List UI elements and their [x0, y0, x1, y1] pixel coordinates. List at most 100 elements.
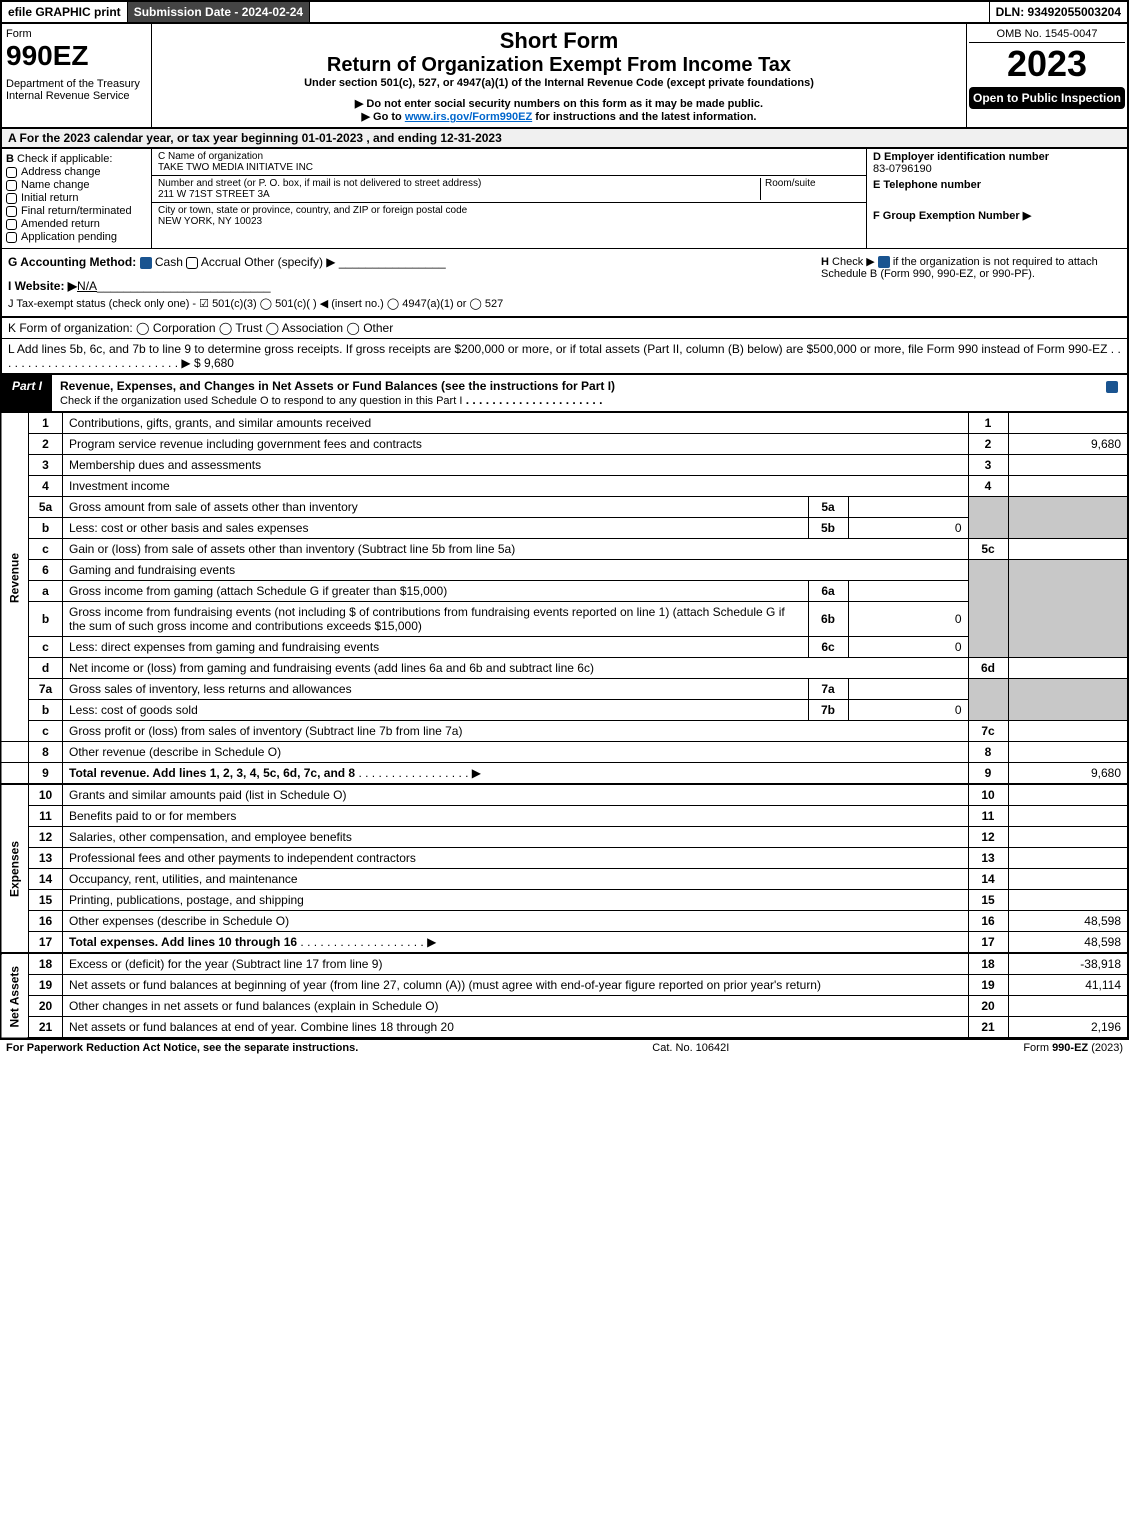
b-label: B [6, 153, 14, 165]
revenue-table: Revenue 1Contributions, gifts, grants, a… [0, 412, 1129, 784]
line-11-val [1008, 806, 1128, 827]
part-1-label: Part I [2, 375, 52, 411]
accrual-label: Accrual [201, 255, 241, 269]
line-5a-sv [848, 497, 968, 518]
line-9-rn: 9 [968, 763, 1008, 784]
line-8-num: 8 [29, 742, 63, 763]
other-specify-label: Other (specify) ▶ [244, 255, 335, 269]
line-14-val [1008, 869, 1128, 890]
ssn-warning: Do not enter social security numbers on … [366, 98, 763, 110]
line-10-rn: 10 [968, 785, 1008, 806]
line-13-val [1008, 848, 1128, 869]
line-7a-text: Gross sales of inventory, less returns a… [63, 679, 809, 700]
line-16-text: Other expenses (describe in Schedule O) [63, 911, 969, 932]
goto-pre: Go to [373, 111, 405, 123]
checkbox-final-return[interactable] [6, 206, 17, 217]
line-21-rn: 21 [968, 1017, 1008, 1039]
row-j: J Tax-exempt status (check only one) - ☑… [8, 297, 821, 310]
city-label: City or town, state or province, country… [158, 205, 860, 216]
line-17-rn: 17 [968, 932, 1008, 953]
submission-date: Submission Date - 2024-02-24 [128, 2, 310, 22]
org-name: TAKE TWO MEDIA INITIATVE INC [158, 162, 860, 173]
line-15-num: 15 [29, 890, 63, 911]
line-6b-text: Gross income from fundraising events (no… [63, 602, 809, 637]
line-1-num: 1 [29, 413, 63, 434]
line-6a-num: a [29, 581, 63, 602]
line-5a-sn: 5a [808, 497, 848, 518]
name-change-label: Name change [21, 179, 90, 191]
i-label: I Website: ▶ [8, 279, 77, 293]
checkbox-schedule-o[interactable] [1106, 381, 1118, 393]
line-5a-text: Gross amount from sale of assets other t… [63, 497, 809, 518]
checkbox-amended[interactable] [6, 219, 17, 230]
line-19-rn: 19 [968, 975, 1008, 996]
line-10-num: 10 [29, 785, 63, 806]
checkbox-name-change[interactable] [6, 180, 17, 191]
line-19-text: Net assets or fund balances at beginning… [63, 975, 969, 996]
cash-label: Cash [155, 255, 183, 269]
line-16-num: 16 [29, 911, 63, 932]
row-k: K Form of organization: ◯ Corporation ◯ … [0, 318, 1129, 339]
tel-label: E Telephone number [873, 179, 1121, 191]
pending-label: Application pending [21, 231, 117, 243]
line-17-val: 48,598 [1008, 932, 1128, 953]
line-9-val: 9,680 [1008, 763, 1128, 784]
line-8-text: Other revenue (describe in Schedule O) [63, 742, 969, 763]
checkbox-pending[interactable] [6, 232, 17, 243]
line-5b-sv: 0 [848, 518, 968, 539]
checkbox-h[interactable] [878, 256, 890, 268]
short-form-title: Short Form [156, 28, 962, 54]
return-title: Return of Organization Exempt From Incom… [156, 54, 962, 77]
irs-link[interactable]: www.irs.gov/Form990EZ [405, 111, 532, 123]
line-7c-text: Gross profit or (loss) from sales of inv… [63, 721, 969, 742]
line-6d-text: Net income or (loss) from gaming and fun… [63, 658, 969, 679]
street-label: Number and street (or P. O. box, if mail… [158, 178, 760, 189]
line-14-num: 14 [29, 869, 63, 890]
line-6a-sn: 6a [808, 581, 848, 602]
h-label: H [821, 256, 829, 268]
line-6a-sv [848, 581, 968, 602]
dept-label: Department of the Treasury [6, 78, 147, 90]
line-5c-rn: 5c [968, 539, 1008, 560]
line-10-text: Grants and similar amounts paid (list in… [63, 785, 969, 806]
footer-cat-no: Cat. No. 10642I [652, 1042, 729, 1054]
goto-post: for instructions and the latest informat… [532, 111, 756, 123]
ein-label: D Employer identification number [873, 151, 1121, 163]
line-16-rn: 16 [968, 911, 1008, 932]
line-13-rn: 13 [968, 848, 1008, 869]
line-6b-num: b [29, 602, 63, 637]
line-10-val [1008, 785, 1128, 806]
line-5c-num: c [29, 539, 63, 560]
amended-label: Amended return [21, 218, 100, 230]
line-7c-rn: 7c [968, 721, 1008, 742]
line-12-text: Salaries, other compensation, and employ… [63, 827, 969, 848]
part-1-title: Revenue, Expenses, and Changes in Net As… [60, 379, 615, 393]
checkbox-cash[interactable] [140, 257, 152, 269]
checkbox-accrual[interactable] [186, 257, 198, 269]
row-a-tax-year: A For the 2023 calendar year, or tax yea… [0, 129, 1129, 149]
line-8-rn: 8 [968, 742, 1008, 763]
line-2-rn: 2 [968, 434, 1008, 455]
checkbox-address-change[interactable] [6, 167, 17, 178]
line-20-rn: 20 [968, 996, 1008, 1017]
line-6b-sv: 0 [848, 602, 968, 637]
line-6d-val [1008, 658, 1128, 679]
page-footer: For Paperwork Reduction Act Notice, see … [0, 1039, 1129, 1056]
city-value: NEW YORK, NY 10023 [158, 216, 860, 227]
checkbox-initial-return[interactable] [6, 193, 17, 204]
line-3-text: Membership dues and assessments [63, 455, 969, 476]
line-21-num: 21 [29, 1017, 63, 1039]
line-7b-sv: 0 [848, 700, 968, 721]
footer-form-bold: 990-EZ [1052, 1042, 1088, 1054]
line-19-val: 41,114 [1008, 975, 1128, 996]
expenses-table: Expenses 10Grants and similar amounts pa… [0, 784, 1129, 953]
line-12-rn: 12 [968, 827, 1008, 848]
line-1-rn: 1 [968, 413, 1008, 434]
line-1-text: Contributions, gifts, grants, and simila… [63, 413, 969, 434]
line-6c-sn: 6c [808, 637, 848, 658]
line-4-rn: 4 [968, 476, 1008, 497]
efile-label[interactable]: efile GRAPHIC print [2, 2, 128, 22]
g-label: G Accounting Method: [8, 255, 136, 269]
line-6c-sv: 0 [848, 637, 968, 658]
final-return-label: Final return/terminated [21, 205, 132, 217]
